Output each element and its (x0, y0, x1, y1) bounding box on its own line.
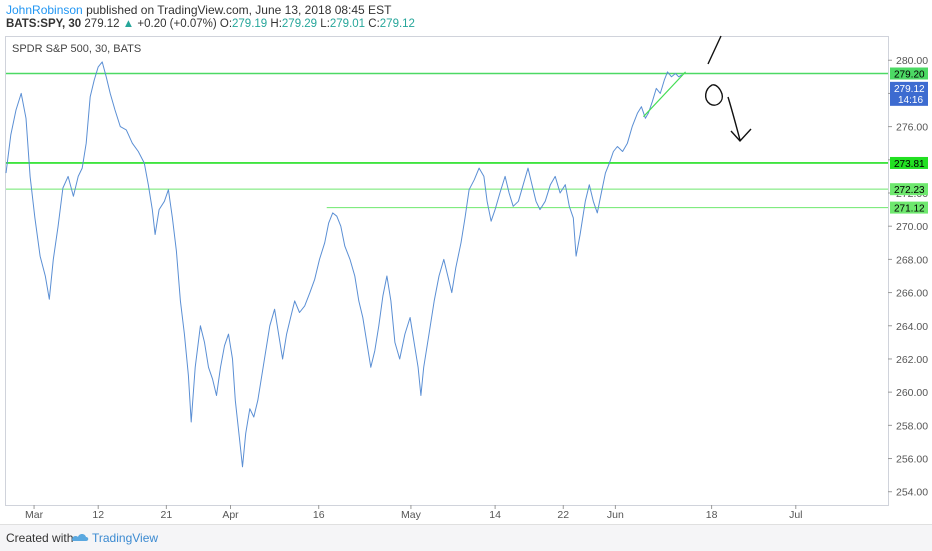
high-value: 279.29 (281, 18, 318, 30)
level-price-label: 279.20 (894, 70, 925, 81)
chart-frame[interactable] (5, 36, 889, 506)
x-tick-label: Jun (607, 509, 624, 521)
up-triangle-icon: ▲ (122, 18, 135, 30)
annotation-drawings (705, 35, 752, 143)
x-tick-label: 12 (92, 509, 104, 521)
close-label: C: (368, 18, 380, 30)
low-label: L: (320, 18, 330, 30)
tradingview-logo-icon (72, 534, 89, 541)
level-price-label: 271.12 (894, 204, 925, 215)
chart-symbol-title: SPDR S&P 500, 30, BATS (12, 43, 142, 55)
level-price-tag (890, 183, 928, 196)
x-tick-label: May (401, 509, 422, 521)
created-with-text: Created with (6, 531, 74, 545)
level-price-tag (890, 201, 928, 214)
time-axis: Mar 12 21 Apr 16 May 14 22 Jun 18 Jul (25, 505, 803, 521)
current-price-label: 279.12 (894, 84, 925, 95)
y-tick-label: 268.00 (896, 254, 928, 266)
y-tick-label: 266.00 (896, 288, 928, 300)
hand-drawn-circle (705, 84, 724, 106)
y-tick-label: 276.00 (896, 122, 928, 134)
x-tick-label: 14 (489, 509, 501, 521)
y-tick-label: 270.00 (896, 221, 928, 233)
author-link[interactable]: JohnRobinson (6, 3, 83, 17)
x-tick-label: 21 (161, 509, 173, 521)
y-tick-label: 256.00 (896, 454, 928, 466)
horizontal-levels (6, 72, 888, 209)
low-value: 279.01 (329, 18, 366, 30)
hand-drawn-down-arrow (727, 96, 752, 143)
close-value: 279.12 (379, 18, 415, 30)
y-tick-label: 264.00 (896, 321, 928, 333)
open-value: 279.19 (232, 18, 268, 30)
publish-header: JohnRobinson published on TradingView.co… (0, 0, 932, 34)
level-price-tag (890, 156, 928, 169)
current-price-tag (890, 81, 928, 106)
price-chart[interactable]: 254.00 256.00 258.00 260.00 262.00 264.00 266.… (0, 0, 932, 524)
x-tick-label: Apr (222, 509, 239, 521)
y-tick-label: 280.00 (896, 55, 928, 67)
x-tick-label: Jul (789, 509, 802, 521)
published-text: published on TradingView.com, June 13, 2… (86, 3, 392, 17)
tradingview-brand-link[interactable]: TradingView (92, 531, 159, 545)
trendline (643, 71, 686, 118)
publish-line: JohnRobinson published on TradingView.co… (6, 3, 391, 17)
last-price: 279.12 (84, 18, 120, 30)
high-label: H: (270, 18, 282, 30)
x-tick-label: 18 (706, 509, 718, 521)
price-change: +0.20 (+0.07%) (137, 18, 217, 30)
hand-drawn-slash (707, 35, 722, 65)
open-label: O: (219, 18, 233, 30)
price-series (5, 61, 686, 468)
x-tick-label: 22 (557, 509, 569, 521)
x-tick-label: Mar (25, 509, 44, 521)
x-tick-label: 16 (313, 509, 325, 521)
current-bar-time-label: 14:16 (898, 95, 923, 106)
y-tick-label: 254.00 (896, 487, 928, 499)
symbol-label: BATS:SPY, 30 (6, 18, 82, 30)
quote-line: BATS:SPY, 30 279.12 ▲ +0.20 (+0.07%) O:2… (6, 18, 415, 30)
y-tick-label: 260.00 (896, 387, 928, 399)
y-tick-label: 258.00 (896, 420, 928, 432)
level-price-label: 273.81 (894, 159, 925, 170)
level-price-tag (890, 67, 928, 80)
footer-bar: Created with TradingView (0, 524, 932, 551)
price-axis: 254.00 256.00 258.00 260.00 262.00 264.00 266.… (888, 55, 928, 499)
y-tick-label: 262.00 (896, 354, 928, 366)
price-line (5, 61, 683, 468)
level-price-label: 272.23 (894, 185, 925, 196)
